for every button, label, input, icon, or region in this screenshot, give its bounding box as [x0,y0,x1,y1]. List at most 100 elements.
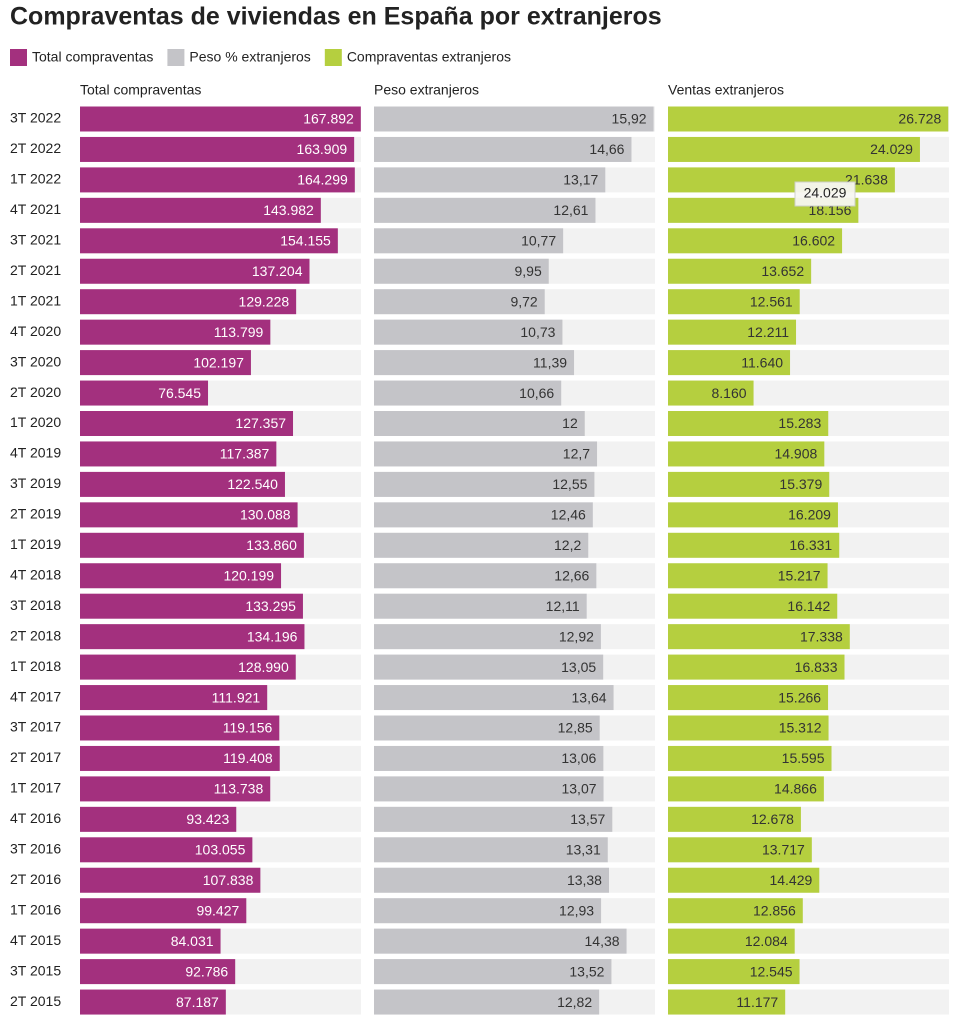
bar [80,411,294,436]
value-label: 16.331 [789,537,832,553]
value-label: 8.160 [712,385,747,401]
bar [668,928,795,954]
bar [668,745,832,771]
category-label: 3T 2016 [10,841,61,857]
value-label: 12,61 [553,202,588,218]
value-label: 163.909 [297,141,348,157]
value-label: 12,92 [559,628,594,644]
value-label: 15.379 [779,476,822,492]
value-label: 13,64 [572,689,607,705]
bar [80,136,355,162]
bar [80,593,303,619]
legend-label: Total compraventas [32,49,153,65]
bar [80,928,221,954]
value-label: 13,38 [567,872,602,888]
bar [668,106,949,132]
bar [80,532,304,558]
bar [668,380,754,406]
bar [668,411,829,436]
category-label: 4T 2016 [10,810,61,826]
category-label: 4T 2019 [10,445,61,461]
value-label: 122.540 [227,476,278,492]
bar [668,167,895,193]
bar [80,258,310,284]
category-label: 1T 2020 [10,414,61,430]
value-label: 13.717 [762,842,805,858]
bar [374,197,596,223]
value-label: 10,73 [520,324,555,340]
value-label: 15.217 [778,567,821,583]
bar [668,715,829,741]
bar [374,806,613,832]
value-label: 16.209 [788,507,831,523]
value-label: 13,57 [570,811,605,827]
value-label: 119.156 [223,720,273,736]
value-label: 11.640 [741,354,783,370]
bar [374,350,575,376]
value-label: 84.031 [171,933,214,949]
category-label: 2T 2022 [10,140,61,156]
value-label: 128.990 [238,659,289,675]
bar [80,654,296,680]
value-label: 12,46 [551,507,586,523]
bar [80,989,226,1015]
category-label: 4T 2015 [10,932,61,948]
bar [80,380,209,406]
value-label: 15.312 [779,720,822,736]
bar [668,228,843,254]
bar [80,867,261,893]
bar [374,471,595,497]
bar [374,380,562,406]
value-label: 133.860 [246,537,297,553]
bar [374,776,604,802]
bar [80,898,247,924]
bar [80,624,305,650]
bar [668,471,830,497]
bar [80,471,285,497]
category-label: 1T 2017 [10,780,61,796]
value-label: 13,06 [561,750,596,766]
tooltip-box [794,181,856,207]
bar [668,136,920,162]
bar [80,319,271,345]
chart-title: Compraventas de viviendas en España por … [10,3,662,31]
panel-title: Peso extranjeros [374,82,479,98]
bar [668,593,838,619]
value-label: 10,66 [519,385,554,401]
category-label: 2T 2020 [10,384,61,400]
value-label: 12.211 [747,324,789,340]
value-label: 12.561 [750,293,793,309]
value-label: 15,92 [612,111,647,127]
bar [80,441,277,467]
bar [374,624,601,650]
category-label: 3T 2020 [10,353,61,369]
value-label: 12.084 [745,933,788,949]
legend-swatch [324,49,342,66]
value-label: 11.177 [736,994,778,1010]
category-label: 2T 2015 [10,993,61,1009]
value-label: 12,82 [557,994,592,1010]
value-label: 12,55 [552,476,587,492]
bar [668,837,812,863]
category-label: 3T 2022 [10,110,61,126]
bar [668,502,838,528]
category-label: 3T 2017 [10,719,61,735]
bar [374,928,627,954]
category-label: 2T 2016 [10,871,61,887]
bar [668,989,786,1015]
value-label: 13,31 [566,842,601,858]
value-label: 13.652 [761,263,804,279]
value-label: 12,85 [558,720,593,736]
value-label: 102.197 [193,354,244,370]
value-label: 107.838 [203,872,254,888]
value-label: 9,95 [514,263,541,279]
value-label: 129.228 [239,293,290,309]
value-label: 12,93 [559,902,594,918]
category-label: 4T 2020 [10,323,61,339]
category-label: 4T 2021 [10,201,61,217]
bar [668,776,824,802]
value-label: 164.299 [297,172,348,188]
bar [374,228,564,254]
bar [374,989,600,1015]
value-label: 11,39 [533,354,567,370]
